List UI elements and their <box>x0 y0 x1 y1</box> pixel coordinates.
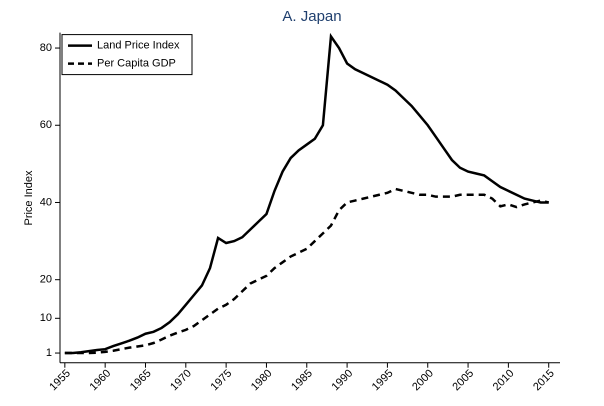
legend-label: Land Price Index <box>97 40 180 52</box>
legend-label: Per Capita GDP <box>97 58 176 70</box>
x-tick-label: 1975 <box>209 367 235 393</box>
x-tick-label: 2015 <box>531 367 557 393</box>
x-tick-label: 1960 <box>88 367 114 393</box>
y-tick-label: 1 <box>46 347 52 359</box>
x-tick-label: 1970 <box>168 367 194 393</box>
y-tick-label: 20 <box>40 274 52 286</box>
y-tick-label: 40 <box>40 196 52 208</box>
x-tick-label: 2000 <box>410 367 436 393</box>
x-tick-label: 2010 <box>491 367 517 393</box>
data-line <box>64 187 550 355</box>
data-line <box>64 32 549 355</box>
x-tick-label: 1980 <box>249 367 275 393</box>
x-tick-label: 1955 <box>47 367 73 393</box>
x-tick-label: 1985 <box>289 367 315 393</box>
x-tick-label: 2005 <box>450 367 476 393</box>
x-tick-label: 1990 <box>329 367 355 393</box>
y-axis-label: Price Index <box>23 170 35 226</box>
x-tick-label: 1995 <box>370 367 396 393</box>
x-tick-label: 1965 <box>128 367 154 393</box>
chart-title: A. Japan <box>282 8 341 25</box>
y-tick-label: 10 <box>40 312 52 324</box>
y-tick-label: 80 <box>40 42 52 54</box>
legend-box <box>61 34 193 76</box>
y-tick-label: 60 <box>40 119 52 131</box>
